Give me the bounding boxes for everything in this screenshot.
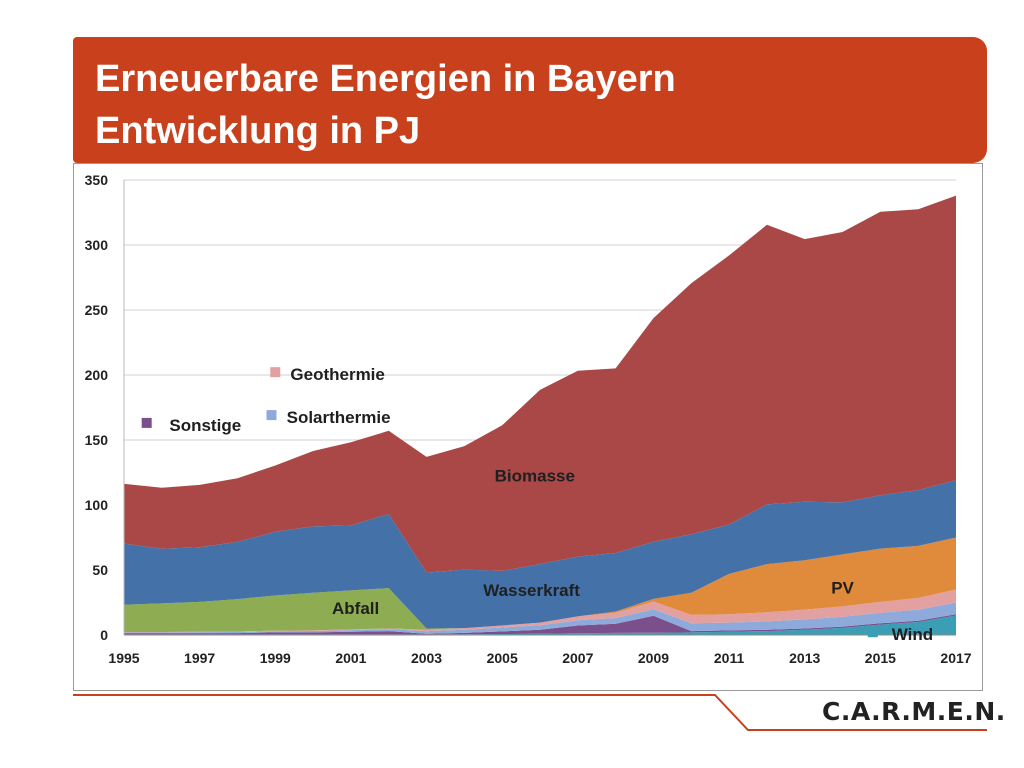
series-label-solarthermie: Solarthermie — [287, 408, 391, 427]
y-tick-label: 200 — [85, 367, 109, 383]
series-label-wasserkraft: Wasserkraft — [483, 581, 580, 600]
x-tick-label: 2017 — [940, 650, 971, 666]
series-label-biomasse: Biomasse — [495, 467, 575, 486]
x-tick-label: 2003 — [411, 650, 442, 666]
slide-subtitle: Entwicklung in PJ — [95, 110, 421, 152]
series-label-pv: PV — [831, 578, 854, 597]
series-label-sonstige: Sonstige — [169, 416, 241, 435]
y-tick-label: 250 — [85, 302, 109, 318]
y-tick-label: 150 — [85, 432, 109, 448]
x-tick-label: 2009 — [638, 650, 669, 666]
legend-marker-geothermie — [270, 367, 281, 378]
x-tick-label: 2005 — [487, 650, 518, 666]
chart-frame: 0 50 100 150 200 250 300 350 1995 1997 1999 2001 200… — [73, 163, 983, 691]
y-tick-label: 100 — [85, 497, 109, 513]
x-tick-label: 1999 — [260, 650, 291, 666]
area-pv — [124, 537, 956, 632]
x-tick-label: 2001 — [335, 650, 366, 666]
y-tick-label: 50 — [92, 562, 108, 578]
x-tick-label: 2011 — [714, 650, 745, 666]
title-banner: Erneuerbare Energien in Bayern Entwicklu… — [73, 37, 987, 163]
area-abfall — [124, 537, 956, 632]
x-tick-label: 2007 — [562, 650, 593, 666]
y-tick-label: 350 — [85, 172, 109, 188]
area-sonstige — [124, 614, 956, 635]
area-solarthermie — [124, 602, 956, 634]
y-tick-label: 0 — [100, 627, 108, 643]
carmen-logo: C.A.R.M.E.N. — [822, 697, 1006, 726]
legend-marker-solarthermie — [266, 410, 277, 421]
series-label-geothermie: Geothermie — [290, 365, 384, 384]
area-wasserkraft — [124, 480, 956, 629]
legend-marker-wind — [867, 627, 878, 638]
area-biomasse — [124, 195, 956, 573]
slide-title: Erneuerbare Energien in Bayern — [95, 58, 676, 100]
series-label-abfall: Abfall — [332, 599, 379, 618]
x-tick-label: 2013 — [789, 650, 820, 666]
stacked-area-chart: 0 50 100 150 200 250 300 350 1995 1997 1999 2001 200… — [85, 172, 972, 666]
x-tick-label: 1995 — [108, 650, 139, 666]
area-geothermie — [124, 589, 956, 633]
series-label-wind: Wind — [892, 625, 933, 644]
y-tick-label: 300 — [85, 237, 109, 253]
legend-marker-sonstige — [141, 417, 152, 428]
x-tick-label: 2015 — [865, 650, 896, 666]
x-tick-label: 1997 — [184, 650, 215, 666]
